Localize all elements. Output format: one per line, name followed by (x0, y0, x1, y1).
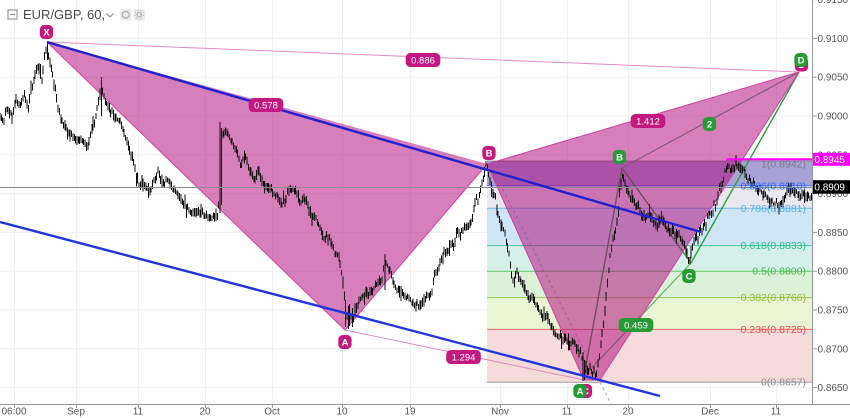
svg-text:0.9100: 0.9100 (818, 34, 849, 45)
svg-text:06:00: 06:00 (1, 407, 26, 418)
svg-text:20: 20 (622, 407, 634, 418)
svg-text:X: X (43, 28, 50, 39)
svg-text:0.459: 0.459 (624, 321, 648, 332)
svg-text:0.886: 0.886 (411, 56, 435, 67)
svg-text:EUR/GBP, 60,: EUR/GBP, 60, (23, 7, 105, 22)
svg-text:D: D (798, 56, 805, 67)
svg-text:B: B (486, 149, 493, 160)
svg-text:C: C (686, 272, 693, 283)
svg-text:11: 11 (133, 407, 144, 418)
svg-text:20: 20 (199, 407, 211, 418)
svg-text:1.294: 1.294 (452, 353, 476, 364)
svg-text:Nov: Nov (491, 407, 509, 418)
svg-text:0.236(0.8725): 0.236(0.8725) (741, 324, 806, 336)
svg-text:19: 19 (404, 407, 416, 418)
svg-text:1(0.8942): 1(0.8942) (761, 159, 806, 171)
svg-text:0.8945: 0.8945 (814, 155, 845, 166)
svg-text:Oct: Oct (264, 407, 280, 418)
svg-text:0.8850: 0.8850 (818, 228, 849, 239)
svg-text:0.618(0.8833): 0.618(0.8833) (741, 240, 806, 252)
svg-text:0.9000: 0.9000 (818, 112, 849, 123)
svg-text:A: A (577, 387, 584, 398)
svg-text:0.8909: 0.8909 (814, 183, 845, 194)
svg-text:11: 11 (771, 407, 782, 418)
svg-text:0.9050: 0.9050 (818, 73, 849, 84)
svg-text:0.8650: 0.8650 (818, 383, 849, 394)
svg-text:0.9150: 0.9150 (818, 0, 849, 6)
svg-text:0.8900: 0.8900 (818, 189, 849, 200)
svg-text:0.5(0.8800): 0.5(0.8800) (752, 266, 806, 278)
svg-text:0(0.8657): 0(0.8657) (761, 377, 806, 389)
svg-text:A: A (342, 338, 349, 349)
svg-text:0.8700: 0.8700 (818, 344, 849, 355)
svg-text:1.412: 1.412 (636, 117, 660, 128)
svg-text:0.886(0.8910): 0.886(0.8910) (741, 180, 806, 192)
svg-text:Sep: Sep (67, 407, 85, 418)
svg-text:0.8800: 0.8800 (818, 267, 849, 278)
svg-text:0.382(0.8766): 0.382(0.8766) (741, 292, 806, 304)
svg-text:B: B (616, 153, 623, 164)
svg-text:0.578: 0.578 (254, 101, 278, 112)
svg-text:10: 10 (336, 407, 348, 418)
svg-text:0.786(0.8881): 0.786(0.8881) (741, 203, 806, 215)
svg-text:2: 2 (707, 120, 712, 131)
svg-text:11: 11 (562, 407, 573, 418)
svg-text:Dec: Dec (701, 407, 719, 418)
svg-text:0.8750: 0.8750 (818, 306, 849, 317)
